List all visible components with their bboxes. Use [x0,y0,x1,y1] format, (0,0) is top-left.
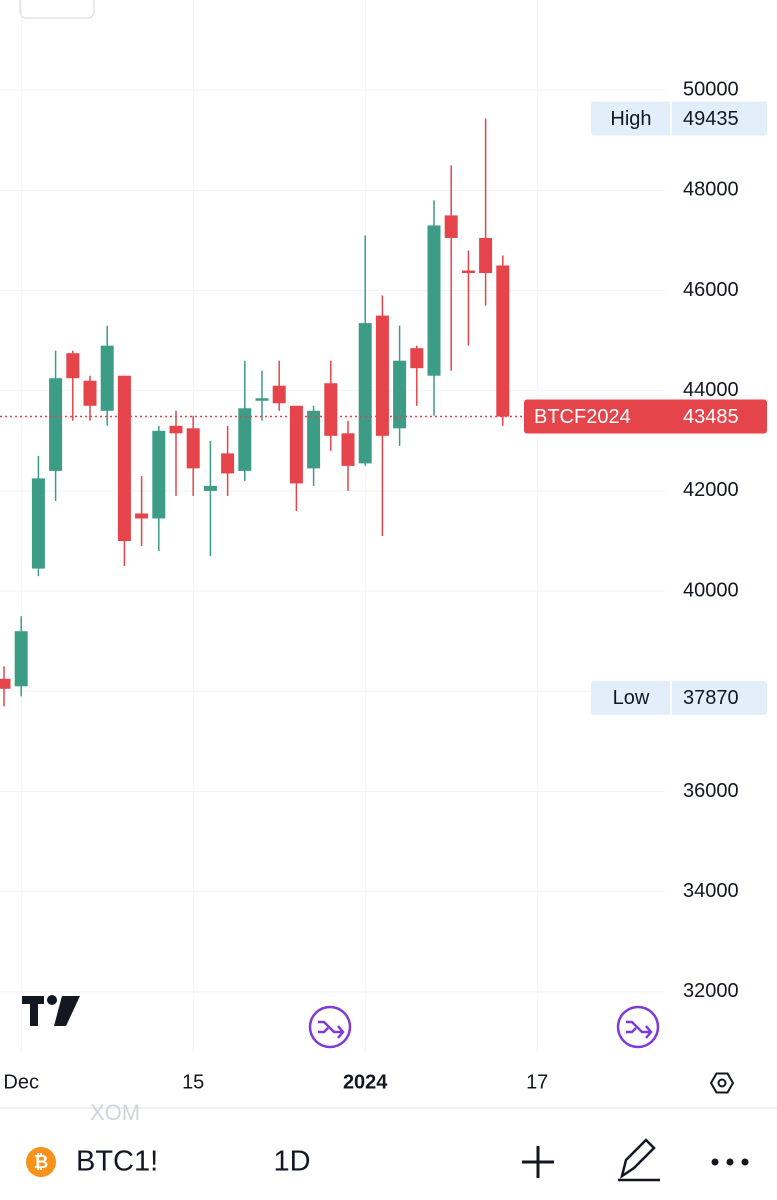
candle-body [49,378,63,471]
candle-body [169,425,183,434]
price-label-name: High [610,108,651,130]
candle-body [31,478,45,569]
candle-body [358,323,372,464]
candle-body [272,385,286,404]
add-button[interactable] [522,1146,554,1178]
price-label-name: Low [613,687,650,709]
y-tick-label: 44000 [683,379,739,401]
y-tick-label: 36000 [683,780,739,802]
candle-body [135,513,149,519]
y-tick-label: 40000 [683,579,739,601]
last-price: 43485 [683,406,739,428]
x-tick-label: 15 [182,1071,204,1093]
tradingview-logo [22,995,80,1026]
svg-text:₿: ₿ [34,1152,49,1172]
last-price-badge [524,399,767,434]
draw-button[interactable] [618,1138,660,1182]
price-label-value: 49435 [683,108,739,130]
candle-body [410,348,424,369]
more-button[interactable] [711,1158,749,1166]
last-symbol: BTCF2024 [534,406,631,428]
candle-body [307,410,321,469]
interval[interactable]: 1D [273,1146,310,1178]
symbol: BTC1! [76,1146,158,1178]
candle-body [100,345,114,411]
symbol-button[interactable]: ₿ BTC1! [26,1146,158,1178]
candle-body [444,215,458,238]
candle-body [496,265,510,417]
candle-body [255,398,269,401]
scroll-to-realtime[interactable] [616,1005,660,1049]
y-tick-label: 46000 [683,279,739,301]
candle-body [461,270,475,274]
scroll-button[interactable] [308,1005,352,1049]
price-label-bg [591,680,767,715]
x-tick-label: Dec [3,1071,39,1093]
y-tick-label: 32000 [683,980,739,1002]
candle-body [203,485,217,491]
y-tick-label: 42000 [683,479,739,501]
candle-body [324,383,338,436]
y-tick-label: 34000 [683,880,739,902]
candle-body [393,360,407,429]
settings-icon[interactable] [709,1072,735,1094]
candle-body [66,353,80,379]
candle-body [152,430,166,519]
candle-body [238,408,252,471]
candle-body [289,405,303,484]
candle-body [479,237,493,274]
candle-body [117,375,131,542]
price-label-bg [591,101,767,136]
watermark: XOM [90,1100,140,1125]
x-tick-label: 17 [526,1071,548,1093]
candle-body [375,315,389,436]
y-tick-label: 50000 [683,78,739,100]
candle-body [14,631,28,687]
candle-body [427,225,441,376]
price-label-value: 37870 [683,687,739,709]
settings-icon-center [717,1078,727,1088]
y-tick-label: 48000 [683,179,739,201]
x-tick-label: 2024 [343,1071,388,1093]
candle-body [0,678,11,689]
candle-body [83,380,97,406]
top-button[interactable] [19,0,95,19]
candle-body [341,433,355,466]
candle-body [186,428,200,469]
candle-body [221,453,235,474]
